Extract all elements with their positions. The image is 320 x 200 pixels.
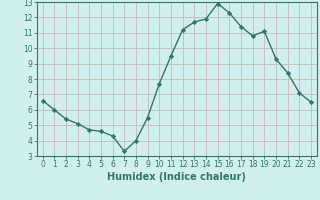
X-axis label: Humidex (Indice chaleur): Humidex (Indice chaleur) [108,172,246,182]
